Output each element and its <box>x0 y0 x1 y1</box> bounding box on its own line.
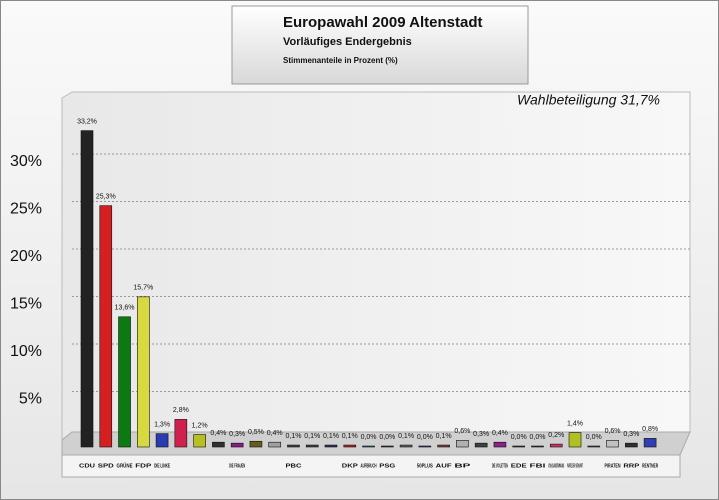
x-tick-label: GRÜNE <box>117 462 134 469</box>
bar <box>80 130 94 448</box>
y-tick-label: 30% <box>10 153 42 170</box>
bar <box>437 444 450 448</box>
value-label: 0,4% <box>492 430 508 437</box>
bar <box>230 442 244 448</box>
value-label: 0,1% <box>436 433 452 440</box>
x-tick-label: PSG <box>379 463 395 469</box>
bar <box>587 445 601 448</box>
bar <box>174 419 188 448</box>
value-label: 2,8% <box>173 407 189 414</box>
x-tick-label: VOLKSABSTIMMUNG <box>548 463 564 469</box>
x-tick-label: DIE LINKE <box>154 463 170 469</box>
value-label: 15,7% <box>133 285 153 292</box>
value-label: 1,4% <box>567 421 583 428</box>
bar <box>381 445 394 448</box>
bar <box>625 442 638 448</box>
chart-title: Europawahl 2009 Altenstadt <box>283 14 483 31</box>
bar <box>99 205 113 448</box>
y-tick-label: 5% <box>19 391 42 408</box>
bar <box>268 441 282 448</box>
x-tick-label: PARTEI DER VERNUNFT <box>567 463 583 469</box>
bar <box>549 443 563 448</box>
value-label: 0,4% <box>210 430 226 437</box>
x-tick-label: AUFBRUCH <box>361 463 377 469</box>
bar <box>362 445 375 448</box>
x-tick-label: RENTNER <box>642 463 658 469</box>
x-tick-label: FDP <box>135 463 152 469</box>
x-tick-label: CDU <box>79 463 96 469</box>
logo-strip <box>61 454 681 478</box>
value-label: 0,0% <box>417 434 433 441</box>
y-tick-label: 15% <box>10 296 42 313</box>
value-label: 0,5% <box>248 429 264 436</box>
value-label: 0,0% <box>529 434 545 441</box>
x-tick-label: BP <box>454 463 472 469</box>
value-label: 0,3% <box>623 431 639 438</box>
x-tick-label: AUF <box>436 463 452 469</box>
bar <box>193 434 206 448</box>
value-label: 0,0% <box>379 434 395 441</box>
bar <box>287 444 300 448</box>
x-tick-label: 50PLUS <box>417 463 434 469</box>
bar <box>343 444 357 448</box>
value-label: 0,0% <box>361 434 377 441</box>
x-tick-label: FBI <box>529 463 546 469</box>
value-label: 0,1% <box>342 433 358 440</box>
bar <box>249 440 263 448</box>
x-tick-label: EDE <box>511 463 528 469</box>
bar <box>531 445 544 448</box>
value-label: 0,2% <box>548 432 564 439</box>
value-label: 0,0% <box>511 434 527 441</box>
value-label: 0,8% <box>642 426 658 433</box>
value-label: 0,6% <box>454 428 470 435</box>
x-tick-label: PBC <box>285 463 302 469</box>
bar <box>512 445 526 448</box>
value-label: 0,4% <box>267 430 283 437</box>
bar <box>456 439 469 448</box>
annotation: Wahlbeteiligung 31,7% <box>517 92 660 108</box>
bar <box>324 444 338 448</box>
bar <box>643 438 657 448</box>
bar <box>305 444 319 448</box>
value-label: 0,1% <box>285 433 301 440</box>
plot-panel <box>61 91 691 442</box>
value-label: 13,6% <box>115 305 135 312</box>
x-tick-label: DIE VIOLETTEN <box>492 463 508 469</box>
x-tick-label: RRP <box>623 463 640 469</box>
bar <box>606 439 619 448</box>
bar <box>474 442 488 448</box>
value-label: 0,1% <box>304 433 320 440</box>
value-label: 0,1% <box>323 433 339 440</box>
value-label: 1,3% <box>154 421 170 428</box>
y-tick-label: 10% <box>10 343 42 360</box>
x-tick-label: DKP <box>342 463 359 469</box>
value-label: 0,3% <box>229 431 245 438</box>
bar <box>137 296 150 448</box>
x-tick-label: DIE FRAUEN <box>229 463 245 469</box>
bar <box>418 445 432 448</box>
bar <box>568 432 582 448</box>
value-label: 0,3% <box>473 431 489 438</box>
bar <box>212 441 225 448</box>
axis-label: Stimmenanteile in Prozent (%) <box>283 56 398 65</box>
value-label: 33,2% <box>77 118 97 125</box>
value-label: 1,2% <box>192 422 208 429</box>
x-tick-label: SPD <box>98 463 115 469</box>
bar <box>118 316 131 448</box>
bar <box>493 441 507 448</box>
value-label: 25,3% <box>96 193 116 200</box>
x-tick-label: PIRATEN <box>605 463 621 469</box>
floor <box>61 431 691 456</box>
bar <box>155 433 169 448</box>
bar <box>399 444 413 448</box>
value-label: 0,6% <box>605 428 621 435</box>
title-box <box>231 5 529 85</box>
value-label: 0,1% <box>398 433 414 440</box>
y-tick-label: 25% <box>10 201 42 218</box>
value-label: 0,0% <box>586 434 602 441</box>
y-tick-label: 20% <box>10 248 42 265</box>
chart-subtitle: Vorläufiges Endergebnis <box>283 36 412 48</box>
